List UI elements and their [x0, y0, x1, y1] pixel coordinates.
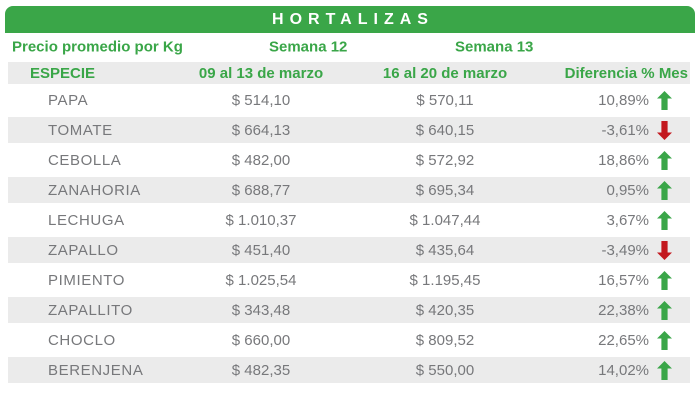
price-per-kg-label: Precio promedio por Kg [12, 38, 183, 55]
price-week12: $ 660,00 [231, 331, 291, 349]
trend-up-icon [657, 330, 672, 350]
species-name: PIMIENTO [48, 271, 126, 289]
trend-up-icon [657, 300, 672, 320]
table-row: ZAPALLO $ 451,40 $ 435,64 -3,49% [8, 237, 690, 263]
species-name: ZAPALLITO [48, 301, 133, 319]
diff-percent: -3,49% [601, 241, 649, 259]
week-12-dates-header: 09 al 13 de marzo [198, 64, 324, 82]
price-week12: $ 482,00 [231, 151, 291, 169]
difference-cell: 16,57% [544, 270, 690, 290]
species-name: CEBOLLA [48, 151, 122, 169]
difference-cell: 18,86% [544, 150, 690, 170]
diff-percent: 0,95% [606, 181, 649, 199]
diff-percent: 10,89% [598, 91, 649, 109]
price-week12: $ 482,35 [231, 361, 291, 379]
price-week12: $ 343,48 [231, 301, 291, 319]
diff-percent: 3,67% [606, 211, 649, 229]
table-row: PIMIENTO $ 1.025,54 $ 1.195,45 16,57% [8, 267, 690, 293]
trend-up-icon [657, 210, 672, 230]
trend-down-icon [657, 240, 672, 260]
difference-cell: -3,49% [544, 240, 690, 260]
difference-cell: 10,89% [544, 90, 690, 110]
price-week13: $ 640,15 [415, 121, 475, 139]
price-week13: $ 570,11 [416, 91, 474, 109]
diff-percent: 18,86% [598, 151, 649, 169]
diff-percent: -3,61% [601, 121, 649, 139]
table-row: ZAPALLITO $ 343,48 $ 420,35 22,38% [8, 297, 690, 323]
table-row: TOMATE $ 664,13 $ 640,15 -3,61% [8, 117, 690, 143]
table-row: LECHUGA $ 1.010,37 $ 1.047,44 3,67% [8, 207, 690, 233]
price-week12: $ 514,10 [231, 91, 291, 109]
table-row: CEBOLLA $ 482,00 $ 572,92 18,86% [8, 147, 690, 173]
trend-down-icon [657, 120, 672, 140]
price-week13: $ 420,35 [415, 301, 475, 319]
difference-cell: 14,02% [544, 360, 690, 380]
species-name: TOMATE [48, 121, 113, 139]
difference-cell: 0,95% [544, 180, 690, 200]
price-week13: $ 550,00 [415, 361, 475, 379]
hortalizas-price-table: HORTALIZAS Precio promedio por Kg Semana… [0, 6, 700, 383]
species-name: BERENJENA [48, 361, 144, 379]
table-row: BERENJENA $ 482,35 $ 550,00 14,02% [8, 357, 690, 383]
trend-up-icon [657, 360, 672, 380]
diff-percent: 16,57% [598, 271, 649, 289]
price-week13: $ 1.047,44 [409, 211, 481, 229]
price-week13: $ 435,64 [415, 241, 475, 259]
species-name: ZAPALLO [48, 241, 119, 259]
price-week13: $ 572,92 [415, 151, 475, 169]
column-header-row: ESPECIE 09 al 13 de marzo 16 al 20 de ma… [8, 62, 690, 84]
trend-up-icon [657, 180, 672, 200]
diff-percent: 22,38% [598, 301, 649, 319]
table-title: HORTALIZAS [272, 10, 434, 28]
week-header-row: Precio promedio por Kg Semana 12 Semana … [8, 33, 690, 60]
week-12-label: Semana 12 [269, 38, 348, 55]
table-row: ZANAHORIA $ 688,77 $ 695,34 0,95% [8, 177, 690, 203]
diff-percent: 22,65% [598, 331, 649, 349]
species-name: LECHUGA [48, 211, 125, 229]
table-body: PAPA $ 514,10 $ 570,11 10,89% TOMATE $ 6… [0, 87, 700, 383]
species-name: CHOCLO [48, 331, 116, 349]
species-name: ZANAHORIA [48, 181, 141, 199]
difference-cell: -3,61% [544, 120, 690, 140]
week-13-label: Semana 13 [455, 38, 534, 55]
price-week13: $ 695,34 [415, 181, 475, 199]
difference-column-header: Diferencia % Mes [564, 64, 688, 82]
price-week12: $ 688,77 [231, 181, 291, 199]
table-row: CHOCLO $ 660,00 $ 809,52 22,65% [8, 327, 690, 353]
trend-up-icon [657, 270, 672, 290]
especie-column-header: ESPECIE [30, 64, 96, 82]
price-week13: $ 809,52 [415, 331, 475, 349]
table-title-bar: HORTALIZAS [5, 6, 695, 33]
trend-up-icon [657, 150, 672, 170]
price-week12: $ 664,13 [231, 121, 291, 139]
price-week12: $ 451,40 [231, 241, 291, 259]
difference-cell: 3,67% [544, 210, 690, 230]
price-week12: $ 1.010,37 [225, 211, 297, 229]
trend-up-icon [657, 90, 672, 110]
difference-cell: 22,38% [544, 300, 690, 320]
price-week13: $ 1.195,45 [409, 271, 481, 289]
species-name: PAPA [48, 91, 89, 109]
table-row: PAPA $ 514,10 $ 570,11 10,89% [8, 87, 690, 113]
diff-percent: 14,02% [598, 361, 649, 379]
difference-cell: 22,65% [544, 330, 690, 350]
price-week12: $ 1.025,54 [225, 271, 297, 289]
week-13-dates-header: 16 al 20 de marzo [382, 64, 508, 82]
